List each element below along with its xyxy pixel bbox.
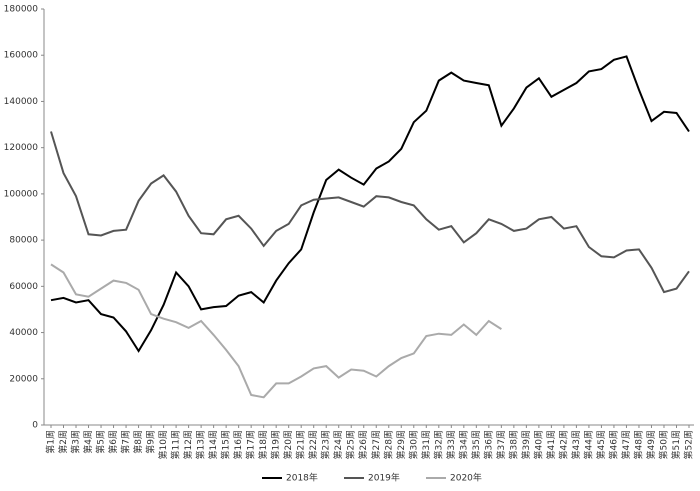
y-tick-label: 120000 [4, 143, 39, 153]
x-tick-label: 第44周 [582, 430, 594, 459]
x-tick-label: 第24周 [332, 430, 344, 459]
x-tick-label: 第23周 [320, 430, 332, 459]
legend-label: 2018年 [286, 472, 318, 484]
x-tick-label: 第34周 [457, 430, 469, 459]
series-line [50, 131, 690, 294]
x-tick-label: 第26周 [357, 430, 369, 459]
y-tick-label: 0 [32, 421, 38, 431]
y-tick-label: 180000 [4, 5, 39, 15]
x-tick-label: 第31周 [420, 430, 432, 459]
x-tick-label: 第45周 [595, 430, 607, 459]
x-tick-label: 第19周 [270, 430, 282, 459]
x-tick-label: 第25周 [345, 430, 357, 459]
x-tick-label: 第5周 [95, 430, 107, 454]
x-tick-label: 第30周 [407, 430, 419, 459]
y-tick-label: 20000 [9, 374, 38, 384]
x-tick-label: 第41周 [545, 430, 557, 459]
x-tick-label: 第50周 [657, 430, 669, 459]
x-tick-label: 第17周 [245, 430, 257, 459]
x-tick-label: 第22周 [307, 430, 319, 459]
x-tick-label: 第2周 [57, 430, 69, 454]
x-tick-label: 第32周 [432, 430, 444, 459]
series-line [50, 55, 690, 353]
x-tick-label: 第21周 [295, 430, 307, 459]
x-tick-label: 第33周 [445, 430, 457, 459]
y-tick-label: 40000 [9, 328, 38, 338]
x-tick-label: 第11周 [170, 430, 182, 459]
x-tick-label: 第12周 [182, 430, 194, 459]
y-tick-label: 160000 [4, 51, 39, 61]
x-tick-label: 第7周 [120, 430, 132, 454]
y-tick-label: 140000 [4, 97, 39, 107]
x-tick-label: 第52周 [683, 430, 695, 459]
x-tick-label: 第38周 [507, 430, 519, 459]
x-tick-label: 第48周 [632, 430, 644, 459]
x-tick-label: 第16周 [232, 430, 244, 459]
x-tick-label: 第51周 [670, 430, 682, 459]
x-tick-label: 第35周 [470, 430, 482, 459]
x-tick-label: 第13周 [195, 430, 207, 459]
x-tick-label: 第40周 [532, 430, 544, 459]
x-tick-label: 第49周 [645, 430, 657, 459]
series-line [50, 263, 502, 399]
legend-label: 2019年 [368, 472, 400, 484]
x-tick-label: 第9周 [145, 430, 157, 454]
y-tick-label: 60000 [9, 282, 38, 292]
x-tick-label: 第37周 [495, 430, 507, 459]
x-tick-label: 第29周 [395, 430, 407, 459]
legend-label: 2020年 [450, 472, 482, 484]
x-tick-label: 第18周 [257, 430, 269, 459]
y-tick-label: 80000 [9, 236, 38, 246]
x-tick-label: 第8周 [132, 430, 144, 454]
x-tick-label: 第15周 [220, 430, 232, 459]
x-tick-label: 第47周 [620, 430, 632, 459]
x-tick-label: 第27周 [370, 430, 382, 459]
x-tick-label: 第6周 [107, 430, 119, 454]
x-tick-label: 第1周 [45, 430, 57, 454]
x-tick-label: 第39周 [520, 430, 532, 459]
x-tick-label: 第10周 [157, 430, 169, 459]
x-tick-label: 第36周 [482, 430, 494, 459]
x-tick-label: 第3周 [70, 430, 82, 454]
x-tick-label: 第46周 [607, 430, 619, 459]
x-tick-label: 第43周 [570, 430, 582, 459]
x-tick-label: 第4周 [82, 430, 94, 454]
x-tick-label: 第42周 [557, 430, 569, 459]
x-tick-label: 第14周 [207, 430, 219, 459]
y-tick-label: 100000 [4, 189, 39, 199]
x-tick-label: 第28周 [382, 430, 394, 459]
x-tick-label: 第20周 [282, 430, 294, 459]
